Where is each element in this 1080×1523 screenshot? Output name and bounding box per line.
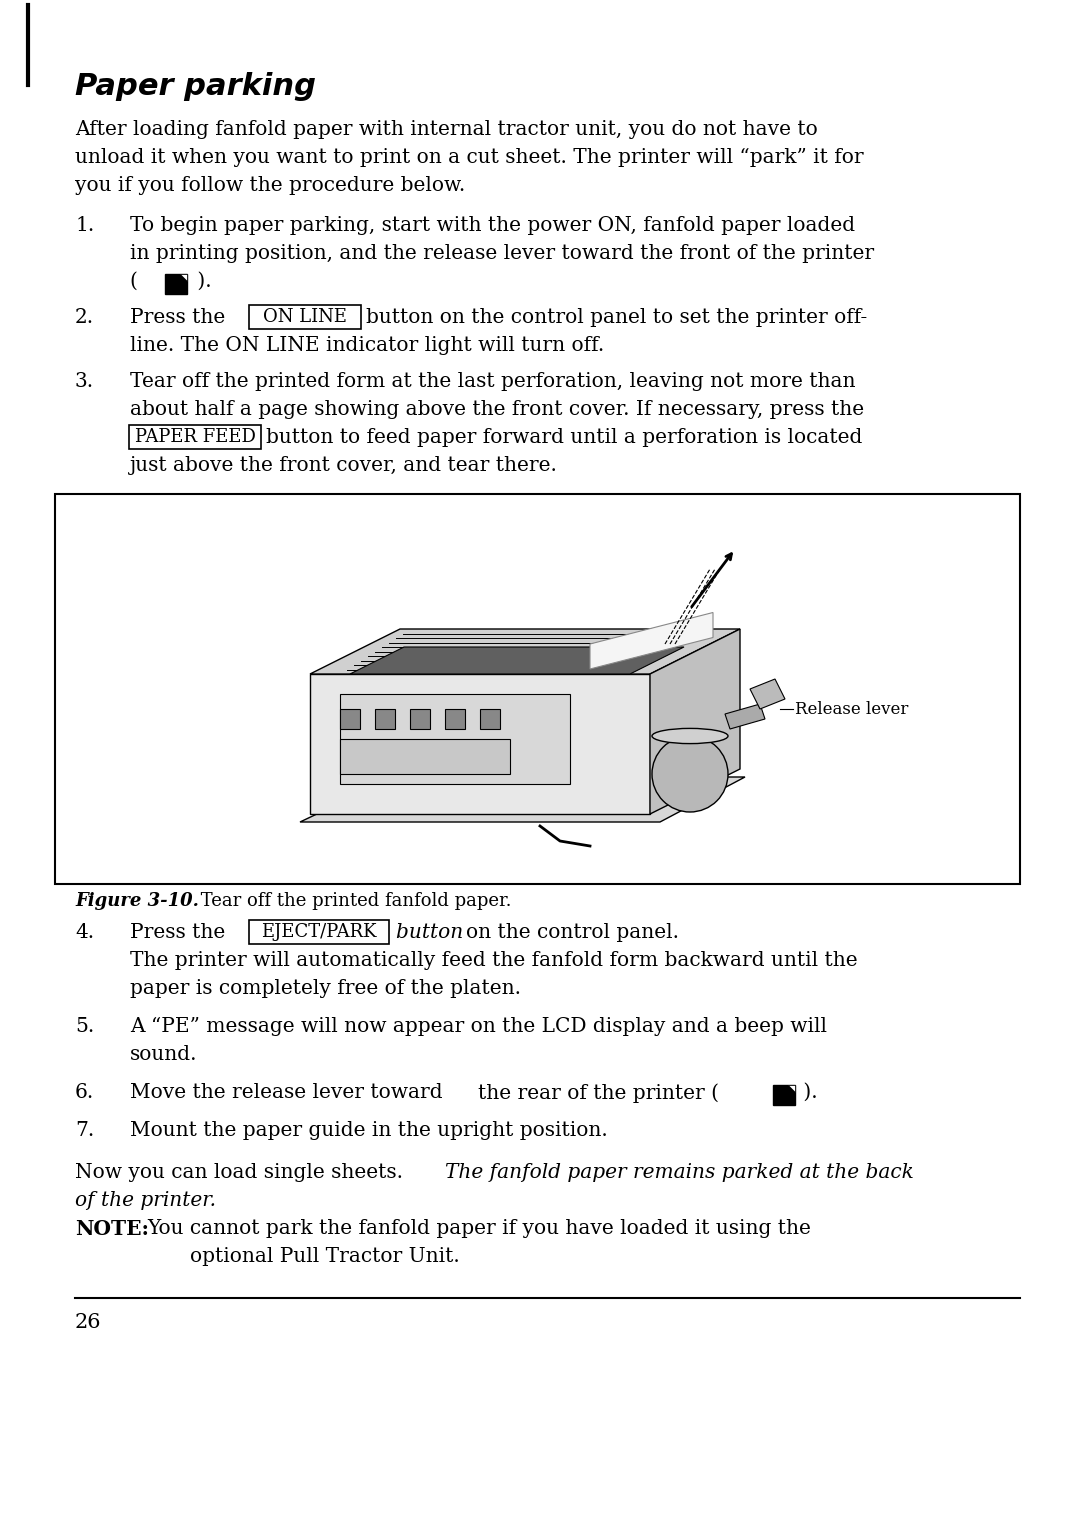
Text: NOTE:: NOTE: [75,1218,149,1240]
Text: Tear off the printed fanfold paper.: Tear off the printed fanfold paper. [195,892,512,911]
Text: After loading fanfold paper with internal tractor unit, you do not have to: After loading fanfold paper with interna… [75,120,818,139]
Polygon shape [480,710,500,730]
Circle shape [652,736,728,812]
Bar [55,493,1020,883]
Text: 1.: 1. [75,216,94,235]
Text: button on the control panel to set the printer off-: button on the control panel to set the p… [366,308,867,327]
Bar [165,274,187,294]
Text: in printing position, and the release lever toward the front of the printer: in printing position, and the release le… [130,244,874,263]
Polygon shape [590,612,713,669]
Polygon shape [725,704,765,730]
Polygon shape [650,629,740,813]
Text: Paper parking: Paper parking [75,72,316,101]
Text: Release lever: Release lever [795,701,908,717]
Text: 6.: 6. [75,1083,94,1103]
FancyBboxPatch shape [249,920,389,944]
Text: Tear off the printed form at the last perforation, leaving not more than: Tear off the printed form at the last pe… [130,372,855,391]
Text: Press the: Press the [130,308,226,327]
Text: 7.: 7. [75,1121,94,1141]
Text: button: button [396,923,470,943]
Text: The fanfold paper remains parked at the back: The fanfold paper remains parked at the … [445,1164,914,1182]
Text: The printer will automatically feed the fanfold form backward until the: The printer will automatically feed the … [130,950,858,970]
Text: just above the front cover, and tear there.: just above the front cover, and tear the… [130,455,558,475]
Text: line. The ON LINE indicator light will turn off.: line. The ON LINE indicator light will t… [130,337,604,355]
Text: unload it when you want to print on a cut sheet. The printer will “park” it for: unload it when you want to print on a cu… [75,148,864,168]
Text: you if you follow the procedure below.: you if you follow the procedure below. [75,177,465,195]
Text: ON LINE: ON LINE [264,308,347,326]
Text: ).: ). [191,273,212,291]
Polygon shape [445,710,465,730]
Text: A “PE” message will now appear on the LCD display and a beep will: A “PE” message will now appear on the LC… [130,1017,827,1036]
Text: the rear of the printer (: the rear of the printer ( [478,1083,726,1103]
Text: sound.: sound. [130,1045,198,1065]
FancyBboxPatch shape [249,305,361,329]
Text: PAPER FEED: PAPER FEED [135,428,256,446]
Text: 3.: 3. [75,372,94,391]
Text: EJECT/PARK: EJECT/PARK [261,923,377,941]
Text: 4.: 4. [75,923,94,943]
Text: 5.: 5. [75,1017,94,1036]
Text: 26: 26 [75,1313,102,1333]
Text: on the control panel.: on the control panel. [465,923,679,943]
Polygon shape [300,777,745,822]
Ellipse shape [652,728,728,743]
Text: (: ( [130,273,145,291]
Text: Press the: Press the [130,923,226,943]
Text: To begin paper parking, start with the power ON, fanfold paper loaded: To begin paper parking, start with the p… [130,216,855,235]
Polygon shape [310,675,650,813]
Text: You cannot park the fanfold paper if you have loaded it using the: You cannot park the fanfold paper if you… [147,1218,811,1238]
Polygon shape [350,647,684,675]
Polygon shape [180,274,187,282]
Bar [773,1084,795,1106]
Polygon shape [750,679,785,710]
Polygon shape [310,629,740,675]
Text: 2.: 2. [75,308,94,327]
Text: ).: ). [797,1083,818,1103]
Polygon shape [788,1084,795,1092]
FancyBboxPatch shape [129,425,261,449]
Text: of the printer.: of the printer. [75,1191,216,1209]
Polygon shape [410,710,430,730]
Text: optional Pull Tractor Unit.: optional Pull Tractor Unit. [190,1247,460,1266]
Text: paper is completely free of the platen.: paper is completely free of the platen. [130,979,521,998]
Polygon shape [375,710,395,730]
Text: Move the release lever toward: Move the release lever toward [130,1083,449,1103]
Polygon shape [340,710,360,730]
Text: button to feed paper forward until a perforation is located: button to feed paper forward until a per… [266,428,862,446]
Polygon shape [340,739,510,774]
Text: Now you can load single sheets.: Now you can load single sheets. [75,1164,409,1182]
Text: Mount the paper guide in the upright position.: Mount the paper guide in the upright pos… [130,1121,608,1141]
Text: Figure 3-10.: Figure 3-10. [75,892,199,911]
Polygon shape [340,694,570,784]
Text: about half a page showing above the front cover. If necessary, press the: about half a page showing above the fron… [130,401,864,419]
